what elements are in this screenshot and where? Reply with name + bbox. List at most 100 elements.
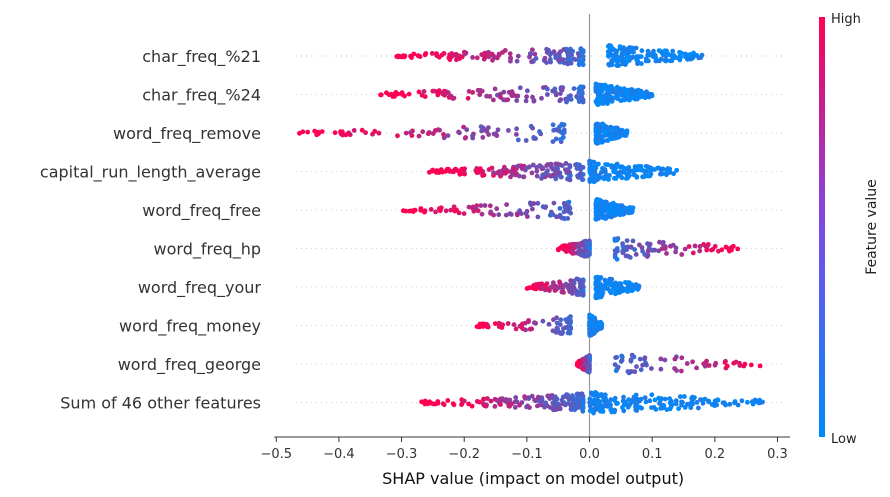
shap-point (502, 164, 507, 170)
shap-point (532, 397, 537, 403)
shap-point (510, 166, 516, 172)
shap-point (517, 402, 522, 408)
shap-point (513, 326, 519, 332)
shap-point (622, 47, 628, 53)
shap-point (588, 319, 593, 325)
shap-point (662, 357, 668, 363)
shap-point (597, 197, 603, 203)
shap-point (587, 403, 593, 409)
shap-point (569, 291, 575, 296)
shap-point (664, 407, 670, 412)
shap-point (346, 130, 351, 136)
shap-point (481, 397, 486, 402)
shap-point (535, 214, 541, 220)
shap-point (706, 398, 711, 404)
shap-point (611, 135, 617, 141)
shap-point (416, 89, 422, 95)
shap-point (507, 397, 513, 403)
shap-point (595, 393, 600, 399)
shap-point (545, 92, 550, 97)
shap-point (461, 124, 466, 130)
shap-point (558, 137, 563, 142)
shap-point (612, 407, 618, 413)
feature-label: word_freq_hp (154, 240, 261, 260)
shap-point (727, 401, 733, 407)
shap-point (624, 54, 630, 59)
shap-point (597, 125, 603, 131)
shap-point (550, 122, 556, 128)
shap-point (474, 55, 480, 61)
shap-point (504, 169, 510, 175)
shap-point (561, 122, 566, 128)
shap-point (426, 130, 432, 135)
shap-point (524, 94, 529, 100)
shap-point (735, 246, 741, 252)
shap-point (515, 164, 520, 169)
shap-point (594, 121, 600, 127)
shap-point (571, 86, 577, 91)
shap-point (640, 362, 645, 368)
shap-point (651, 167, 657, 173)
shap-point (559, 174, 564, 180)
shap-point (440, 91, 446, 97)
shap-point (613, 56, 618, 62)
shap-point (503, 212, 509, 218)
shap-point (608, 281, 614, 286)
x-ticks: −0.5 −0.4 −0.3 −0.2 −0.1 0.0 0.1 0.2 0.3 (260, 437, 788, 462)
x-tick-label: 0.3 (767, 447, 788, 462)
shap-point (446, 55, 452, 61)
shap-point (577, 279, 583, 284)
shap-point (494, 133, 500, 139)
shap-point (587, 328, 593, 334)
shap-point (470, 90, 476, 95)
feature-label: Sum of 46 other features (60, 394, 261, 413)
shap-point (457, 56, 462, 61)
shap-point (479, 211, 485, 217)
shap-point (457, 130, 462, 136)
shap-point (480, 135, 486, 140)
shap-point (478, 203, 484, 209)
shap-point (558, 245, 564, 251)
shap-point (676, 406, 681, 411)
shap-point (587, 408, 593, 414)
shap-point (577, 291, 583, 297)
shap-point (312, 128, 318, 134)
shap-point (480, 324, 486, 329)
shap-point (597, 320, 602, 326)
shap-point (551, 317, 556, 323)
shap-point (575, 243, 580, 249)
shap-point (588, 332, 594, 338)
shap-point (557, 162, 563, 168)
shap-point (658, 366, 664, 372)
feature-label: char_freq_%24 (142, 86, 261, 106)
shap-point (498, 94, 503, 100)
shap-point (690, 359, 695, 365)
shap-point (627, 49, 633, 55)
shap-point (574, 276, 580, 282)
shap-point (667, 396, 672, 401)
shap-point (602, 167, 608, 172)
shap-point (523, 166, 528, 172)
shap-point (527, 405, 532, 410)
shap-point (531, 135, 537, 140)
shap-point (540, 318, 546, 324)
shap-point (527, 326, 533, 332)
shap-point (566, 401, 572, 406)
shap-point (623, 133, 629, 138)
shap-point (548, 161, 554, 167)
shap-point (600, 213, 605, 219)
shap-point (585, 369, 591, 375)
shap-point (578, 396, 584, 402)
shap-point (599, 392, 604, 397)
shap-point (682, 246, 688, 252)
shap-point (647, 241, 653, 247)
shap-point (608, 289, 613, 294)
shap-point (638, 54, 644, 59)
shap-point (432, 128, 438, 133)
shap-point (661, 403, 667, 409)
shap-point (448, 207, 454, 213)
shap-point (617, 129, 622, 135)
shap-point (694, 365, 699, 371)
shap-point (603, 279, 608, 285)
shap-point (533, 56, 539, 61)
